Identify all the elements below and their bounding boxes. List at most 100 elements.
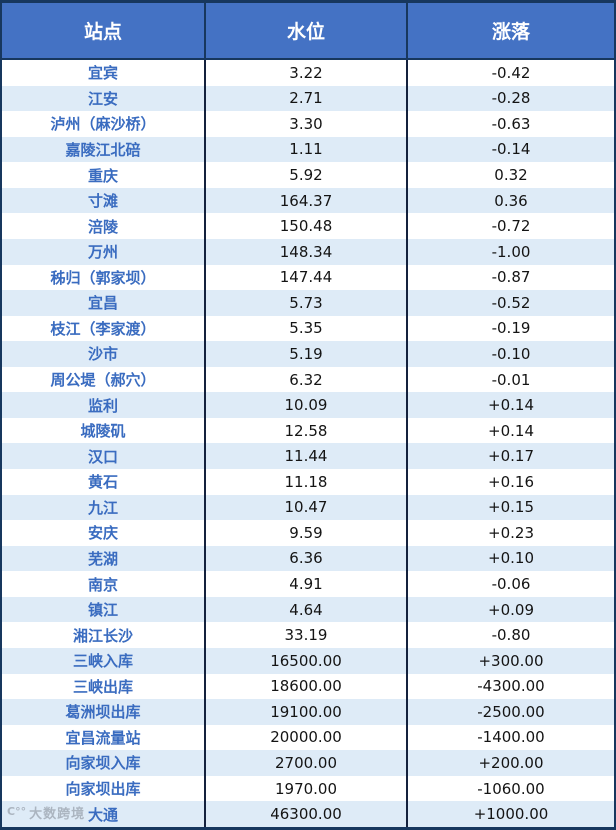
rise-fall-cell: +0.09 — [488, 600, 534, 619]
station-cell: 葛洲坝出库 — [2, 699, 206, 725]
station-cell: 嘉陵江北碚 — [2, 136, 206, 163]
water-level-cell: 10.47 — [206, 494, 408, 521]
table-row: 嘉陵江北碚 1.11 -0.14 — [2, 136, 614, 163]
station-cell: 汉口 — [2, 443, 206, 469]
rise-fall-cell: -0.28 — [491, 89, 531, 108]
header-rise-fall: 涨落 — [491, 21, 530, 43]
rise-fall-cell: -0.19 — [491, 319, 531, 338]
water-level-cell: 9.59 — [206, 520, 408, 546]
table-row: 镇江 4.64 +0.09 — [2, 596, 614, 623]
rise-fall-cell: -0.63 — [491, 114, 531, 133]
table-row: 宜昌流量站 20000.00 -1400.00 — [2, 724, 614, 751]
station-cell: 安庆 — [2, 520, 206, 546]
rise-fall-cell: +200.00 — [478, 753, 544, 772]
rise-fall-cell: -0.14 — [491, 140, 531, 159]
water-level-cell: 4.64 — [206, 596, 408, 623]
station-cell: 城陵矶 — [2, 417, 206, 444]
water-level-cell: 3.22 — [206, 60, 408, 86]
table-row: 枝江（李家渡） 5.35 -0.19 — [2, 315, 614, 342]
table-body: 宜宾 3.22 -0.42 江安 2.71 -0.28 泸州（麻沙桥） 3.30 -0.63 嘉陵… — [2, 60, 614, 827]
rise-fall-cell: -0.42 — [491, 63, 531, 82]
rise-fall-cell: +0.15 — [488, 498, 534, 517]
station-cell: 宜昌流量站 — [2, 724, 206, 751]
table-row: 大通 46300.00 +1000.00 — [2, 801, 614, 827]
table-row: 九江 10.47 +0.15 — [2, 494, 614, 521]
table-row: 南京 4.91 -0.06 — [2, 571, 614, 597]
station-cell: 向家坝出库 — [2, 775, 206, 802]
table-row: 安庆 9.59 +0.23 — [2, 520, 614, 546]
rise-fall-cell: -0.01 — [491, 370, 531, 389]
table-row: 泸州（麻沙桥） 3.30 -0.63 — [2, 111, 614, 137]
station-cell: 秭归（郭家坝） — [2, 264, 206, 291]
station-cell: 涪陵 — [2, 213, 206, 239]
water-level-cell: 16500.00 — [206, 647, 408, 674]
table-row: 万州 148.34 -1.00 — [2, 238, 614, 265]
water-level-cell: 148.34 — [206, 238, 408, 265]
station-cell: 三峡入库 — [2, 647, 206, 674]
station-cell: 周公堤（郝穴） — [2, 366, 206, 393]
rise-fall-cell: +0.14 — [488, 396, 534, 415]
table-row: 向家坝入库 2700.00 +200.00 — [2, 750, 614, 776]
rise-fall-cell: -0.06 — [491, 575, 531, 594]
station-cell: 宜宾 — [2, 60, 206, 86]
station-cell: 芜湖 — [2, 545, 206, 572]
station-cell: 江安 — [2, 85, 206, 112]
station-cell: 寸滩 — [2, 187, 206, 214]
station-cell: 向家坝入库 — [2, 750, 206, 776]
table-row: 涪陵 150.48 -0.72 — [2, 213, 614, 239]
water-level-cell: 1.11 — [206, 136, 408, 163]
station-cell: 三峡出库 — [2, 673, 206, 700]
rise-fall-cell: 0.32 — [494, 166, 528, 185]
rise-fall-cell: -1400.00 — [477, 728, 545, 747]
water-level-cell: 150.48 — [206, 213, 408, 239]
water-level-cell: 18600.00 — [206, 673, 408, 700]
water-level-cell: 46300.00 — [206, 801, 408, 827]
station-cell: 重庆 — [2, 162, 206, 188]
station-cell: 湘江长沙 — [2, 622, 206, 648]
table-row: 城陵矶 12.58 +0.14 — [2, 417, 614, 444]
water-level-cell: 11.44 — [206, 443, 408, 469]
rise-fall-cell: -1060.00 — [477, 779, 545, 798]
table-row: 寸滩 164.37 0.36 — [2, 187, 614, 214]
water-level-cell: 1970.00 — [206, 775, 408, 802]
table-row: 黄石 11.18 +0.16 — [2, 469, 614, 495]
water-level-cell: 5.35 — [206, 315, 408, 342]
rise-fall-cell: -0.72 — [491, 217, 531, 236]
station-cell: 黄石 — [2, 469, 206, 495]
water-level-cell: 4.91 — [206, 571, 408, 597]
rise-fall-cell: -2500.00 — [477, 702, 545, 721]
table-row: 向家坝出库 1970.00 -1060.00 — [2, 775, 614, 802]
header-water-level: 水位 — [206, 3, 408, 58]
table-row: 宜昌 5.73 -0.52 — [2, 290, 614, 316]
table-row: 周公堤（郝穴） 6.32 -0.01 — [2, 366, 614, 393]
station-cell: 泸州（麻沙桥） — [2, 111, 206, 137]
station-cell: 镇江 — [2, 596, 206, 623]
station-cell: 枝江（李家渡） — [2, 315, 206, 342]
water-level-cell: 19100.00 — [206, 699, 408, 725]
rise-fall-cell: -0.52 — [491, 293, 531, 312]
water-level-cell: 5.73 — [206, 290, 408, 316]
water-level-cell: 164.37 — [206, 187, 408, 214]
table-row: 秭归（郭家坝） 147.44 -0.87 — [2, 264, 614, 291]
station-cell: 宜昌 — [2, 290, 206, 316]
station-cell: 九江 — [2, 494, 206, 521]
rise-fall-cell: -4300.00 — [477, 677, 545, 696]
water-level-cell: 20000.00 — [206, 724, 408, 751]
rise-fall-cell: +0.16 — [488, 472, 534, 491]
rise-fall-cell: +0.23 — [488, 523, 534, 542]
rise-fall-cell: 0.36 — [494, 191, 528, 210]
table-row: 葛洲坝出库 19100.00 -2500.00 — [2, 699, 614, 725]
water-level-cell: 3.30 — [206, 111, 408, 137]
table-row: 沙市 5.19 -0.10 — [2, 341, 614, 367]
water-level-cell: 2700.00 — [206, 750, 408, 776]
water-level-cell: 147.44 — [206, 264, 408, 291]
rise-fall-cell: +0.14 — [488, 421, 534, 440]
rise-fall-cell: -0.80 — [491, 626, 531, 645]
water-level-cell: 2.71 — [206, 85, 408, 112]
table-row: 三峡入库 16500.00 +300.00 — [2, 647, 614, 674]
rise-fall-cell: -0.10 — [491, 344, 531, 363]
table-row: 湘江长沙 33.19 -0.80 — [2, 622, 614, 648]
water-level-cell: 11.18 — [206, 469, 408, 495]
rise-fall-cell: -0.87 — [491, 268, 531, 287]
